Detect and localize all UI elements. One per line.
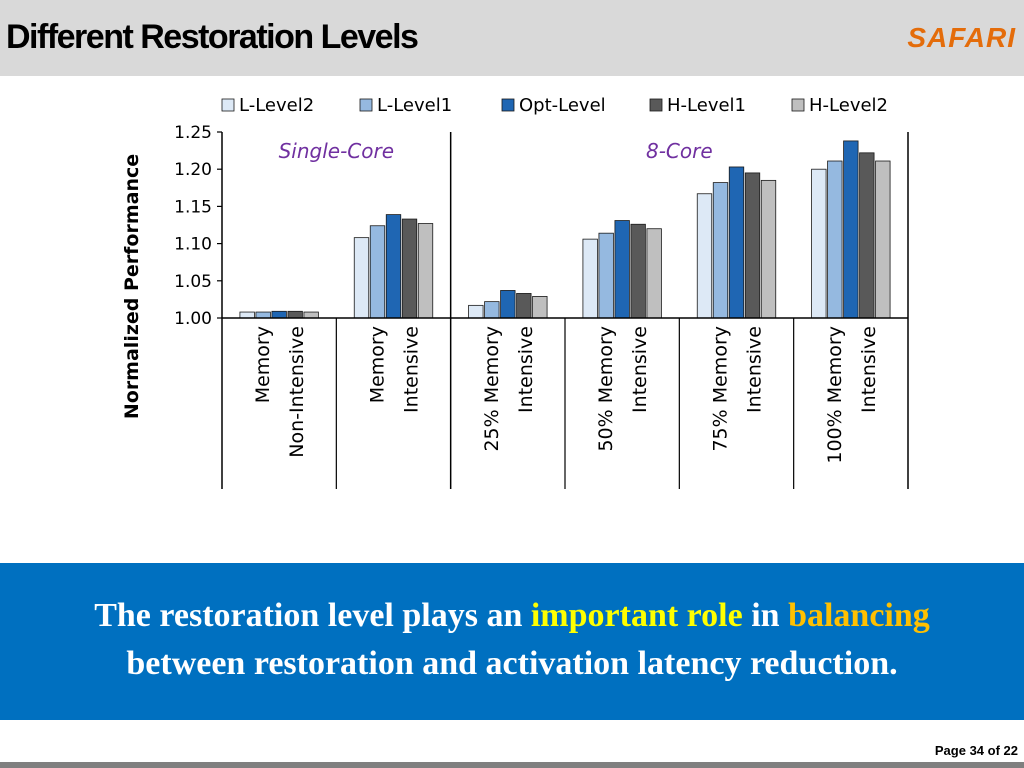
panel-label-8-core: 8-Core xyxy=(646,139,713,163)
bar-h-level1-4 xyxy=(744,172,761,319)
y-tick-label: 1.00 xyxy=(174,309,212,329)
bar-l-level2-4 xyxy=(696,193,713,319)
legend-label-l-level1: L-Level1 xyxy=(377,95,452,116)
bar-h-level1-3 xyxy=(630,223,646,319)
legend-swatch-h-level1 xyxy=(649,98,663,112)
performance-chart: 1.00 1.05 1.10 1.15 1.20 1.25 Normalized Perfo… xyxy=(121,95,909,489)
bar-opt-level-4 xyxy=(728,166,745,319)
legend-label-h-level2: H-Level2 xyxy=(809,95,888,116)
category-label: Intensive xyxy=(401,326,423,413)
y-axis-title: Normalized Performance xyxy=(121,154,143,419)
y-tick-label: 1.10 xyxy=(174,235,212,255)
category-label: Intensive xyxy=(744,326,766,413)
bar-l-level1-4 xyxy=(712,182,729,319)
banner-highlight: important role xyxy=(530,597,743,634)
bar-opt-level-0 xyxy=(271,310,287,319)
safari-logo: SAFARI xyxy=(907,22,1016,53)
bar-l-level1-0 xyxy=(255,311,271,319)
y-tick-label: 1.20 xyxy=(174,160,212,180)
bar-opt-level-2 xyxy=(500,290,516,319)
category-label: Intensive xyxy=(858,326,880,413)
legend-label-opt-level: Opt-Level xyxy=(519,95,606,116)
category-label: Memory xyxy=(367,326,389,403)
category-label: 100% Memory xyxy=(824,326,846,464)
bar-h-level1-1 xyxy=(401,218,418,319)
y-tick-label: 1.05 xyxy=(174,272,212,292)
banner-line-1: The restoration level plays an important… xyxy=(0,592,1024,640)
bar-l-level1-1 xyxy=(369,225,386,319)
bar-l-level2-3 xyxy=(582,238,598,319)
slide-header: Different Restoration Levels SAFARI xyxy=(0,0,1024,76)
legend-label-h-level1: H-Level1 xyxy=(667,95,746,116)
legend-swatch-l-level1 xyxy=(359,98,373,112)
bar-l-level1-3 xyxy=(598,232,614,319)
legend-label-l-level2: L-Level2 xyxy=(239,95,314,116)
banner-line-2: between restoration and activation laten… xyxy=(126,645,898,682)
bar-h-level2-3 xyxy=(646,228,662,319)
bar-opt-level-3 xyxy=(614,220,630,319)
bar-h-level2-5 xyxy=(875,160,891,319)
bar-h-level1-2 xyxy=(516,293,532,319)
category-label: 75% Memory xyxy=(710,326,732,452)
panel-label-single-core: Single-Core xyxy=(279,139,394,163)
footer-divider xyxy=(0,762,1024,768)
category-label: 50% Memory xyxy=(595,326,617,452)
category-label: Intensive xyxy=(629,326,651,413)
category-label: Memory xyxy=(252,326,274,403)
bar-l-level2-5 xyxy=(811,168,827,319)
y-tick-label: 1.15 xyxy=(174,197,212,217)
bar-l-level1-5 xyxy=(827,160,843,319)
category-label: Intensive xyxy=(515,326,537,413)
bar-l-level1-2 xyxy=(484,301,500,319)
category-label: Non-Intensive xyxy=(286,326,308,458)
banner-text-a: The restoration level plays an xyxy=(94,597,531,634)
category-label: 25% Memory xyxy=(481,326,503,452)
bar-h-level1-0 xyxy=(287,310,303,319)
banner-highlight-2: balancing xyxy=(788,597,930,634)
page-number: Page 34 of 22 xyxy=(934,743,1018,758)
banner-text-b: in xyxy=(742,597,789,634)
bar-opt-level-1 xyxy=(385,214,402,319)
legend-swatch-h-level2 xyxy=(791,98,805,112)
bar-h-level2-1 xyxy=(417,223,434,319)
bar-h-level2-4 xyxy=(760,179,777,319)
bar-h-level1-5 xyxy=(859,152,875,319)
bar-opt-level-5 xyxy=(843,140,859,319)
legend-swatch-opt-level xyxy=(501,98,515,112)
bar-l-level2-0 xyxy=(239,311,255,319)
slide-title: Different Restoration Levels xyxy=(6,18,419,56)
bar-h-level2-2 xyxy=(532,296,548,319)
takeaway-banner: The restoration level plays an important… xyxy=(0,563,1024,720)
bar-l-level2-1 xyxy=(353,237,370,319)
bar-l-level2-2 xyxy=(468,304,484,319)
y-tick-label: 1.25 xyxy=(174,123,212,143)
legend-swatch-l-level2 xyxy=(221,98,235,112)
bar-h-level2-0 xyxy=(303,311,319,319)
